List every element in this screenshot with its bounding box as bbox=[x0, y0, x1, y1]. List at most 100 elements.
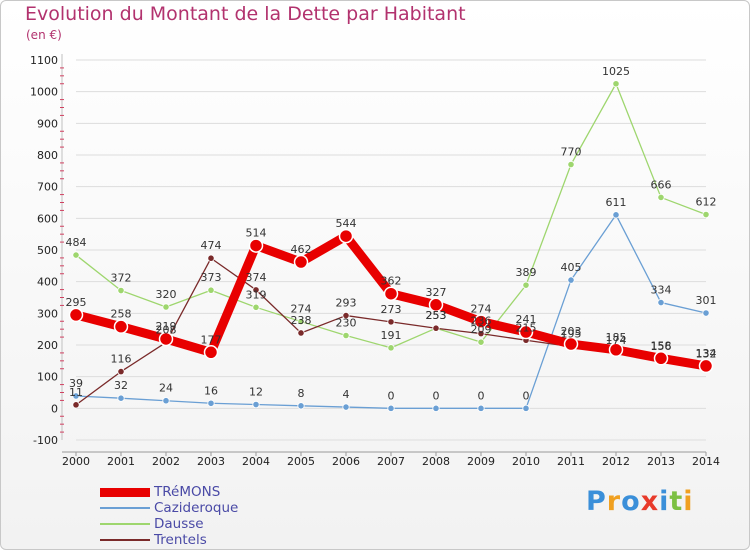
data-point bbox=[477, 338, 485, 346]
y-tick-label: 600 bbox=[37, 212, 58, 225]
legend-swatch bbox=[100, 523, 150, 525]
y-tick-label: 700 bbox=[37, 181, 58, 194]
data-label: 0 bbox=[388, 389, 395, 402]
data-point bbox=[117, 367, 125, 376]
data-label: 4 bbox=[343, 388, 350, 401]
x-tick-label: 2013 bbox=[647, 455, 675, 468]
data-point bbox=[657, 298, 665, 307]
data-label: 156 bbox=[651, 340, 672, 353]
data-point bbox=[563, 336, 579, 352]
x-tick-label: 2012 bbox=[602, 455, 630, 468]
x-tick-label: 2005 bbox=[287, 455, 315, 468]
x-tick-label: 2007 bbox=[377, 455, 405, 468]
y-tick-label: 100 bbox=[37, 371, 58, 384]
data-label: 0 bbox=[433, 389, 440, 402]
x-tick-label: 2010 bbox=[512, 455, 540, 468]
data-label: 11 bbox=[69, 386, 83, 399]
data-point bbox=[567, 160, 575, 169]
data-point bbox=[342, 331, 350, 340]
legend-label: TRéMONS bbox=[154, 484, 221, 500]
data-point bbox=[387, 404, 395, 412]
data-point bbox=[608, 342, 624, 357]
data-label: 24 bbox=[159, 382, 173, 395]
legend: TRéMONS Cazideroque Dausse Trentels bbox=[100, 484, 238, 548]
data-point bbox=[383, 286, 399, 301]
logo-letter: t bbox=[669, 486, 684, 517]
data-label: 544 bbox=[336, 217, 357, 230]
data-point bbox=[72, 401, 80, 409]
data-label: 0 bbox=[478, 389, 485, 402]
data-point bbox=[338, 228, 354, 244]
data-label: 1025 bbox=[602, 65, 630, 78]
data-label: 0 bbox=[523, 389, 530, 402]
data-label: 236 bbox=[471, 315, 492, 328]
legend-swatch bbox=[100, 487, 150, 497]
x-tick-label: 2014 bbox=[692, 455, 720, 468]
data-label: 134 bbox=[696, 347, 717, 360]
data-point bbox=[293, 254, 309, 270]
data-label: 132 bbox=[696, 348, 717, 361]
data-point bbox=[207, 399, 215, 407]
x-tick-label: 2009 bbox=[467, 455, 495, 468]
data-point bbox=[473, 314, 489, 329]
logo-letter: x bbox=[640, 486, 660, 517]
logo-letter: r bbox=[606, 486, 622, 517]
data-label: 241 bbox=[516, 313, 537, 326]
data-point bbox=[387, 344, 395, 352]
x-tick-label: 2006 bbox=[332, 455, 360, 468]
data-point bbox=[207, 286, 215, 294]
data-label: 474 bbox=[201, 239, 222, 252]
legend-label: Dausse bbox=[154, 516, 204, 532]
data-point bbox=[252, 400, 260, 409]
legend-label: Cazideroque bbox=[154, 500, 239, 516]
data-label: 327 bbox=[426, 286, 447, 299]
data-label: 39 bbox=[69, 377, 83, 390]
data-label: 208 bbox=[156, 323, 177, 336]
data-label: 301 bbox=[696, 294, 717, 307]
data-label: 293 bbox=[336, 297, 357, 310]
data-label: 462 bbox=[291, 243, 312, 256]
chart-title: Evolution du Montant de la Dette par Hab… bbox=[25, 3, 466, 25]
data-point bbox=[162, 397, 170, 405]
logo-letter: i bbox=[659, 486, 670, 517]
data-point bbox=[297, 329, 305, 337]
x-tick-label: 2003 bbox=[197, 455, 225, 468]
legend-swatch bbox=[100, 507, 150, 509]
data-label: 203 bbox=[561, 325, 582, 338]
data-point bbox=[297, 402, 305, 410]
y-tick-label: 300 bbox=[37, 307, 58, 320]
data-point bbox=[653, 351, 669, 366]
data-point bbox=[698, 358, 714, 374]
data-label: 372 bbox=[111, 272, 132, 285]
data-label: 334 bbox=[651, 284, 672, 297]
data-label: 32 bbox=[114, 379, 128, 392]
data-label: 373 bbox=[201, 271, 222, 284]
data-label: 209 bbox=[471, 323, 492, 336]
data-point bbox=[248, 238, 264, 253]
y-tick-label: -100 bbox=[33, 434, 58, 447]
data-label: 770 bbox=[561, 146, 582, 159]
data-point bbox=[612, 80, 620, 88]
data-label: 177 bbox=[201, 333, 222, 346]
data-label: 258 bbox=[111, 308, 132, 321]
legend-item: Cazideroque bbox=[100, 500, 238, 516]
data-label: 405 bbox=[561, 261, 582, 274]
data-label: 253 bbox=[426, 309, 447, 322]
legend-swatch bbox=[100, 539, 150, 541]
data-point bbox=[342, 403, 350, 411]
data-point bbox=[297, 317, 305, 326]
data-point bbox=[522, 404, 530, 412]
x-tick-label: 2001 bbox=[107, 455, 135, 468]
data-point bbox=[113, 319, 129, 334]
data-label: 611 bbox=[606, 196, 627, 209]
data-label: 320 bbox=[156, 288, 177, 301]
y-tick-label: 800 bbox=[37, 149, 58, 162]
data-point bbox=[117, 394, 125, 402]
data-label: 274 bbox=[471, 303, 492, 316]
data-label: 295 bbox=[66, 296, 87, 309]
data-point bbox=[117, 286, 125, 295]
data-label: 253 bbox=[426, 309, 447, 322]
data-point bbox=[68, 307, 84, 323]
data-point bbox=[432, 324, 440, 332]
